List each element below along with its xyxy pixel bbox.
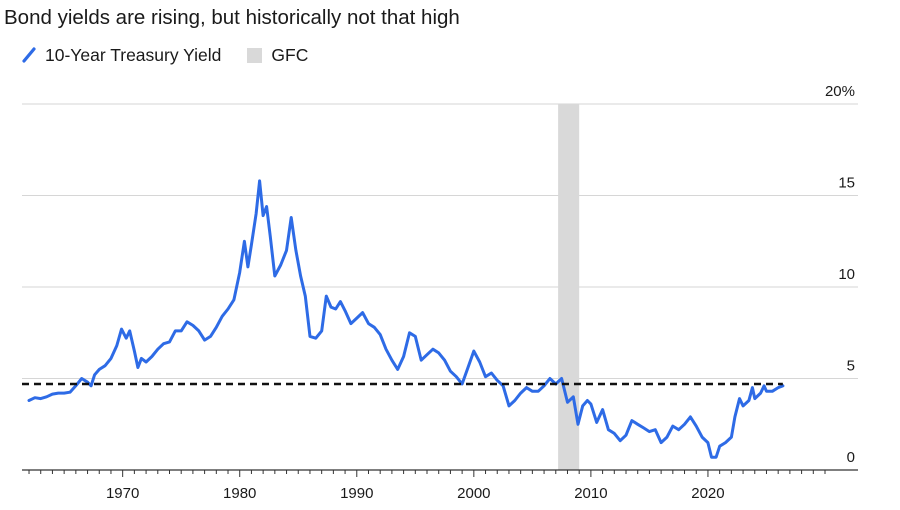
x-axis: 1970 1980 1990 2000 2010 2020 <box>22 469 858 502</box>
legend-gfc-swatch <box>247 47 263 63</box>
x-tick-label-1990: 1990 <box>340 485 373 502</box>
series-line-10-year-treasury-yield <box>27 179 785 459</box>
x-tick-label-2010: 2010 <box>574 485 607 502</box>
x-tick-label-1980: 1980 <box>223 485 256 502</box>
gfc-shade <box>558 104 580 470</box>
grid-lines <box>22 103 858 379</box>
legend-line-icon <box>22 47 36 63</box>
legend-series-label: 10-Year Treasury Yield <box>45 44 222 65</box>
y-tick-label-20: 20% <box>825 83 855 100</box>
x-tick-label-2000: 2000 <box>457 485 490 502</box>
series-lines <box>27 179 785 459</box>
legend-item-series: 10-Year Treasury Yield <box>22 45 221 66</box>
y-tick-label-15: 15 <box>838 175 855 192</box>
x-tick-label-1970: 1970 <box>106 485 139 502</box>
y-tick-label-5: 5 <box>847 358 855 375</box>
y-tick-label-10: 10 <box>838 266 855 283</box>
legend-gfc-label: GFC <box>271 44 309 65</box>
y-axis-labels: 0 5 10 15 20% <box>825 83 855 466</box>
shaded-regions <box>558 104 580 470</box>
y-tick-label-0: 0 <box>847 449 855 466</box>
legend-item-gfc: GFC <box>221 45 308 66</box>
x-tick-label-2020: 2020 <box>691 485 724 502</box>
chart-title: Bond yields are rising, but historically… <box>4 6 460 29</box>
chart-legend: 10-Year Treasury Yield GFC <box>22 44 308 66</box>
